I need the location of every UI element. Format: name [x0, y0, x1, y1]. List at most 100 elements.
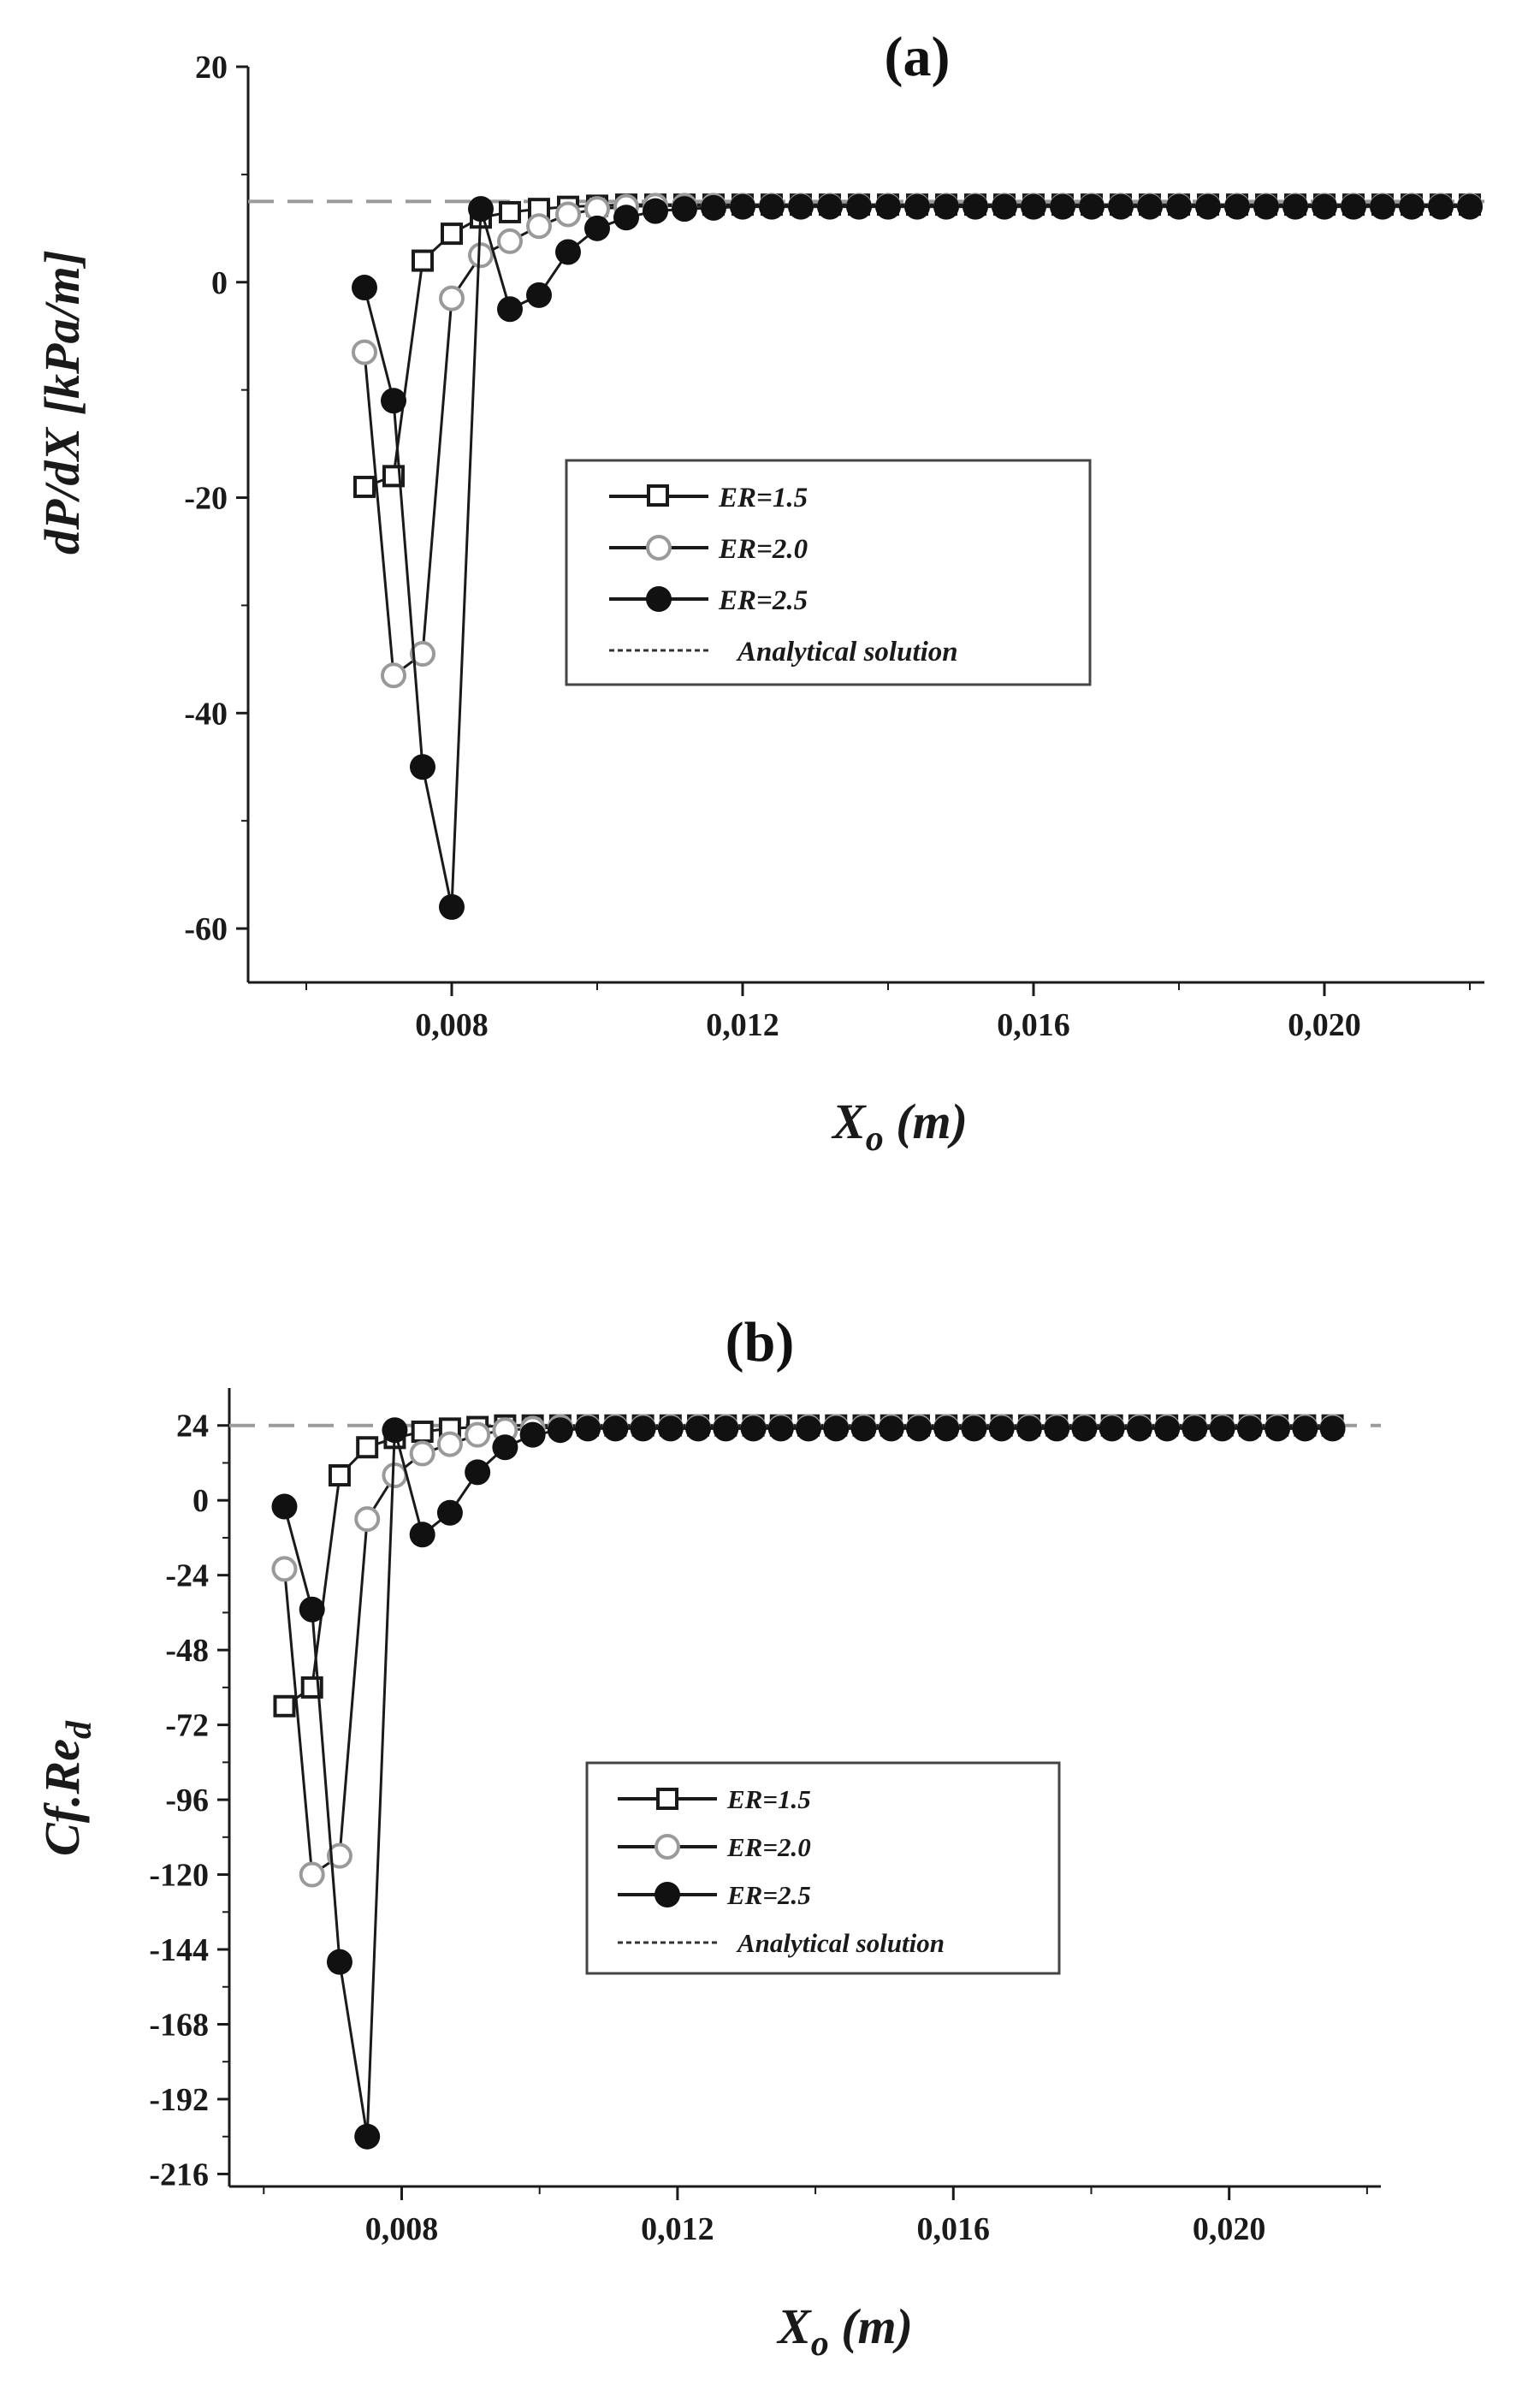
y-tick-label: -48: [165, 1633, 209, 1669]
data-point-open-circle: [497, 228, 523, 254]
data-point-filled-circle: [992, 193, 1017, 220]
data-point-filled-circle: [657, 1415, 684, 1442]
panel-b-legend: ER=1.5 ER=2.0 ER=2.5 Analytical solution: [585, 1761, 1061, 1975]
panel-a-legend-item-er15: ER=1.5: [609, 483, 808, 513]
y-tick-label: -96: [165, 1783, 209, 1818]
x-tick-label: 0,012: [706, 1007, 779, 1043]
panel-b-x-title-subscript: o: [811, 2324, 829, 2364]
panel-b-legend-item-analytical: Analytical solution: [618, 1928, 945, 1958]
y-tick-label: 24: [176, 1409, 209, 1445]
data-point-filled-circle: [1265, 1415, 1291, 1442]
panel-b: (b) 24 0 -24 -48 -72 -96 -120 -144 -168 -192 -216 0…: [34, 1311, 1381, 2364]
x-tick-label: 0,020: [1193, 2211, 1266, 2247]
data-point-square: [273, 1694, 296, 1718]
data-point-filled-circle: [299, 1596, 325, 1623]
panel-b-tick-labels: 24 0 -24 -48 -72 -96 -120 -144 -168 -192 -216 0,008…: [149, 1409, 1265, 2247]
panel-b-label: (b): [726, 1311, 795, 1373]
data-point-filled-circle: [381, 388, 406, 414]
data-point-filled-circle: [846, 193, 872, 220]
y-tick-label: -216: [149, 2157, 209, 2192]
panel-a-legend-label: ER=1.5: [718, 483, 808, 513]
panel-a-legend-label: ER=2.0: [718, 534, 808, 565]
data-point-filled-circle: [382, 1417, 408, 1444]
x-tick-label: 0,016: [917, 2211, 991, 2247]
panel-a-legend-item-analytical: Analytical solution: [609, 637, 958, 667]
data-point-filled-circle: [575, 1415, 601, 1442]
data-point-square: [328, 1464, 351, 1487]
data-point-filled-circle: [1319, 1415, 1346, 1442]
data-point-open-circle: [436, 1431, 463, 1457]
data-point-filled-circle: [685, 1415, 712, 1442]
data-point-filled-circle: [465, 1459, 491, 1486]
data-point-open-circle: [409, 1440, 435, 1467]
data-point-open-circle: [299, 1861, 325, 1888]
data-point-filled-circle: [439, 893, 465, 920]
data-point-open-circle: [354, 1506, 381, 1533]
data-point-filled-circle: [1099, 1415, 1125, 1442]
data-point-filled-circle: [904, 193, 930, 220]
data-point-filled-circle: [1282, 193, 1308, 220]
filled-circle-marker-icon: [654, 1882, 680, 1907]
panel-b-legend-label: ER=2.5: [726, 1880, 811, 1910]
panel-b-y-axis-title: Cf.Red: [34, 1720, 99, 1856]
series-er-2-5: [352, 193, 1483, 920]
data-point-filled-circle: [584, 215, 610, 241]
x-tick-label: 0,020: [1288, 1007, 1361, 1043]
data-point-square: [411, 1421, 434, 1444]
panel-a-legend-item-er20: ER=2.0: [609, 534, 808, 565]
data-point-filled-circle: [602, 1415, 629, 1442]
data-point-open-circle: [555, 201, 581, 228]
data-point-filled-circle: [713, 1415, 739, 1442]
y-tick-label: -168: [149, 2007, 209, 2043]
data-point-filled-circle: [933, 1415, 960, 1442]
data-point-filled-circle: [1428, 193, 1454, 220]
y-tick-label: 0: [211, 265, 228, 301]
data-point-filled-circle: [1399, 193, 1424, 220]
data-point-open-circle: [526, 213, 552, 240]
y-tick-label: -24: [165, 1558, 209, 1594]
data-point-filled-circle: [730, 193, 755, 220]
panel-b-series: [271, 1414, 1346, 2150]
data-point-filled-circle: [850, 1415, 877, 1442]
data-point-filled-circle: [817, 193, 843, 220]
data-point-filled-circle: [555, 239, 581, 265]
data-point-filled-circle: [767, 1415, 794, 1442]
y-tick-label: -72: [165, 1708, 209, 1744]
data-point-filled-circle: [271, 1493, 298, 1520]
data-point-square: [441, 222, 463, 246]
panel-b-legend-item-er25: ER=2.5: [618, 1880, 811, 1910]
panel-a-legend-label: ER=2.5: [718, 585, 808, 616]
panel-b-x-title-unit: (m): [829, 2299, 913, 2354]
data-point-open-circle: [352, 339, 377, 365]
data-point-filled-circle: [878, 1415, 904, 1442]
data-point-filled-circle: [961, 1415, 987, 1442]
panel-b-legend-label: ER=2.0: [726, 1832, 811, 1862]
data-point-filled-circle: [519, 1421, 546, 1448]
series-line: [364, 203, 1470, 489]
panel-b-legend-label: ER=1.5: [726, 1784, 811, 1814]
open-circle-marker-icon: [654, 1834, 680, 1860]
data-point-filled-circle: [1236, 1415, 1263, 1442]
data-point-open-circle: [465, 1421, 491, 1448]
panel-b-legend-item-er15: ER=1.5: [618, 1784, 811, 1814]
panel-b-legend-item-er20: ER=2.0: [618, 1832, 811, 1862]
data-point-filled-circle: [988, 1415, 1015, 1442]
data-point-filled-circle: [1044, 1415, 1070, 1442]
data-point-filled-circle: [1071, 1415, 1098, 1442]
data-point-filled-circle: [962, 193, 988, 220]
open-square-marker-icon: [647, 484, 669, 507]
data-point-filled-circle: [1292, 1415, 1318, 1442]
data-point-open-circle: [439, 285, 465, 311]
data-point-filled-circle: [1050, 193, 1075, 220]
data-point-filled-circle: [1312, 193, 1337, 220]
data-point-filled-circle: [1021, 193, 1046, 220]
panel-a-x-title-unit: (m): [884, 1094, 968, 1149]
data-point-open-circle: [326, 1842, 352, 1869]
data-point-filled-circle: [643, 198, 668, 224]
data-point-open-circle: [381, 662, 406, 689]
data-point-filled-circle: [547, 1417, 573, 1444]
data-point-filled-circle: [1137, 193, 1163, 220]
data-point-filled-circle: [1126, 1415, 1152, 1442]
series-line: [283, 1424, 1333, 1707]
